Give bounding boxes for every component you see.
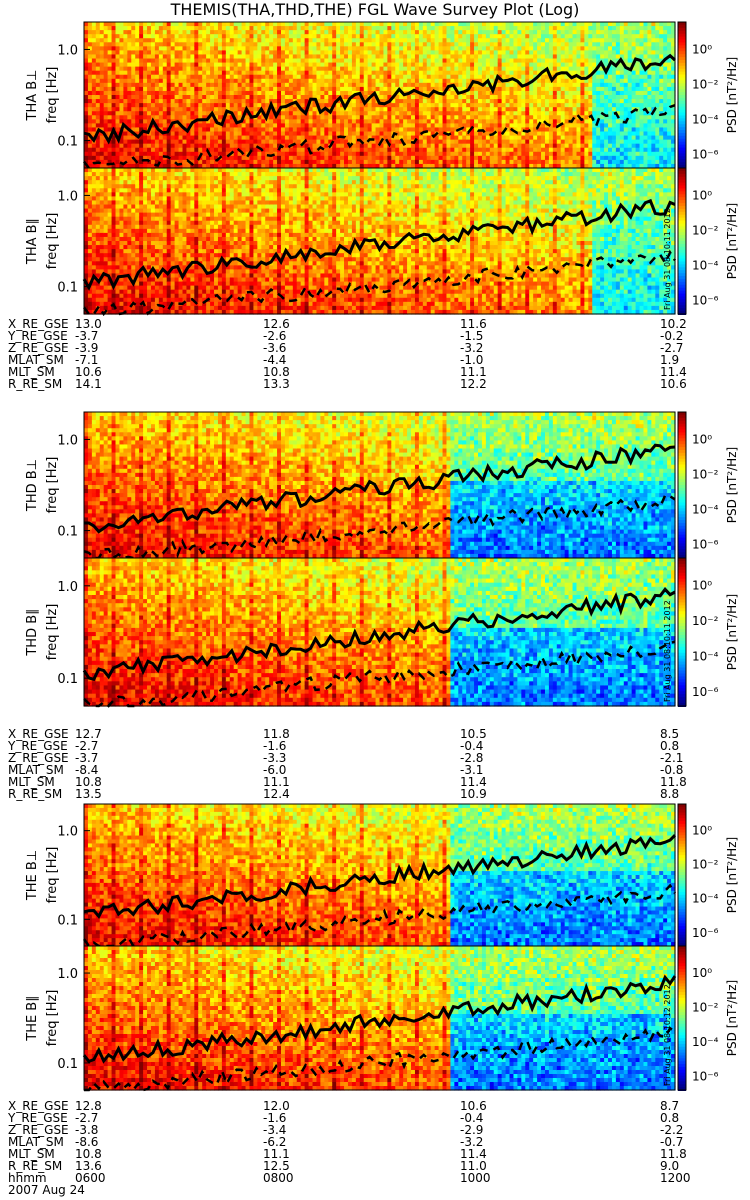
colorbar-tick-label: 10⁻⁴ [692,1035,719,1049]
y-tick-label: 0.1 [57,672,78,687]
colorbar-tick-label: 10⁻² [692,223,719,237]
colorbar-tick-label: 10⁰ [692,824,712,838]
timestamp-stamp: Fri Aug 31 08:10:12 2012 [663,984,672,1086]
heatmap-panel [84,946,676,1091]
colorbar-tick-label: 10⁰ [692,42,712,56]
ephemeris-value: 12.2 [460,378,487,390]
colorbar-tick-label: 10⁻⁴ [692,892,719,906]
y-tick-label: 1.0 [57,189,78,204]
colorbar-label: PSD [nT²/Hz] [725,447,739,523]
y-axis-unit-label: freq [Hz] [45,604,60,661]
y-axis-unit-label: freq [Hz] [45,847,60,904]
y-tick-label: 1.0 [57,433,78,448]
ephemeris-value: 13.5 [75,788,102,800]
colorbar-tick-label: 10⁰ [692,432,712,446]
y-tick-label: 0.1 [57,525,78,540]
heatmap-panel [84,22,676,169]
colorbar-tick-label: 10⁻⁴ [692,650,719,664]
ephemeris-value: 14.1 [75,378,102,390]
y-tick-label: 1.0 [57,825,78,840]
colorbar [678,22,686,169]
ephemeris-value: 8.8 [660,788,679,800]
y-axis-unit-label: freq [Hz] [45,213,60,270]
colorbar-tick-label: 10⁻⁶ [692,537,719,551]
y-tick-label: 0.1 [57,1057,78,1072]
colorbar [678,804,686,947]
colorbar-tick-label: 10⁻⁶ [692,1070,719,1084]
ephemeris-value: 13.3 [263,378,290,390]
y-axis-unit-label: freq [Hz] [45,67,60,124]
colorbar-label: PSD [nT²/Hz] [725,594,739,670]
heatmap-panel [84,412,676,559]
heatmap-panel [84,804,676,947]
ephemeris-value: 0800 [263,1172,294,1184]
colorbar-tick-label: 10⁻⁶ [692,685,719,699]
timestamp-stamp: Fri Aug 31 08:10:11 2012 [663,600,672,702]
colorbar-tick-label: 10⁻⁶ [692,293,719,307]
y-tick-label: 1.0 [57,43,78,58]
colorbar-label: PSD [nT²/Hz] [725,980,739,1056]
y-axis-unit-label: freq [Hz] [45,457,60,514]
y-tick-label: 0.1 [57,913,78,928]
ephemeris-value: 1200 [660,1172,691,1184]
colorbar-label: PSD [nT²/Hz] [725,57,739,133]
heatmap-panel [84,168,676,315]
y-axis-label: THD B∥ [25,608,40,656]
colorbar-label: PSD [nT²/Hz] [725,837,739,913]
colorbar [678,946,686,1091]
colorbar-tick-label: 10⁻⁴ [692,258,719,272]
y-tick-label: 0.1 [57,135,78,150]
y-axis-label: THE B∥ [25,995,40,1041]
y-axis-label: THD B⊥ [25,459,40,512]
colorbar-tick-label: 10⁰ [692,579,712,593]
ephemeris-value: 12.4 [263,788,290,800]
timestamp-stamp: Fri Aug 31 08:10:11 2012 [663,208,672,310]
y-tick-label: 1.0 [57,580,78,595]
y-axis-label: THE B⊥ [25,850,40,901]
colorbar-tick-label: 10⁻² [692,77,719,91]
ephemeris-value: 10.9 [460,788,487,800]
colorbar-tick-label: 10⁻⁴ [692,112,719,126]
colorbar-tick-label: 10⁰ [692,188,712,202]
y-axis-unit-label: freq [Hz] [45,990,60,1047]
colorbar-tick-label: 10⁻² [692,1000,719,1014]
colorbar-tick-label: 10⁻² [692,467,719,481]
colorbar-label: PSD [nT²/Hz] [725,203,739,279]
ephemeris-label: R_RE_SM [8,788,62,800]
ephemeris-label: R_RE_SM [8,378,62,390]
ephemeris-value: 10.6 [660,378,687,390]
y-axis-label: THA B∥ [25,218,40,265]
colorbar [678,412,686,559]
colorbar-tick-label: 10⁻² [692,614,719,628]
y-axis-label: THA B⊥ [25,70,40,122]
colorbar-tick-label: 10⁻⁶ [692,926,719,940]
colorbar-tick-label: 10⁻⁴ [692,502,719,516]
heatmap-panel [84,558,676,707]
colorbar-tick-label: 10⁻⁶ [692,147,719,161]
ephemeris-value: 1000 [460,1172,491,1184]
date-label: 2007 Aug 24 [8,1184,85,1196]
colorbar [678,558,686,707]
y-tick-label: 0.1 [57,281,78,296]
colorbar [678,168,686,315]
y-tick-label: 1.0 [57,967,78,982]
colorbar-tick-label: 10⁰ [692,966,712,980]
colorbar-tick-label: 10⁻² [692,858,719,872]
